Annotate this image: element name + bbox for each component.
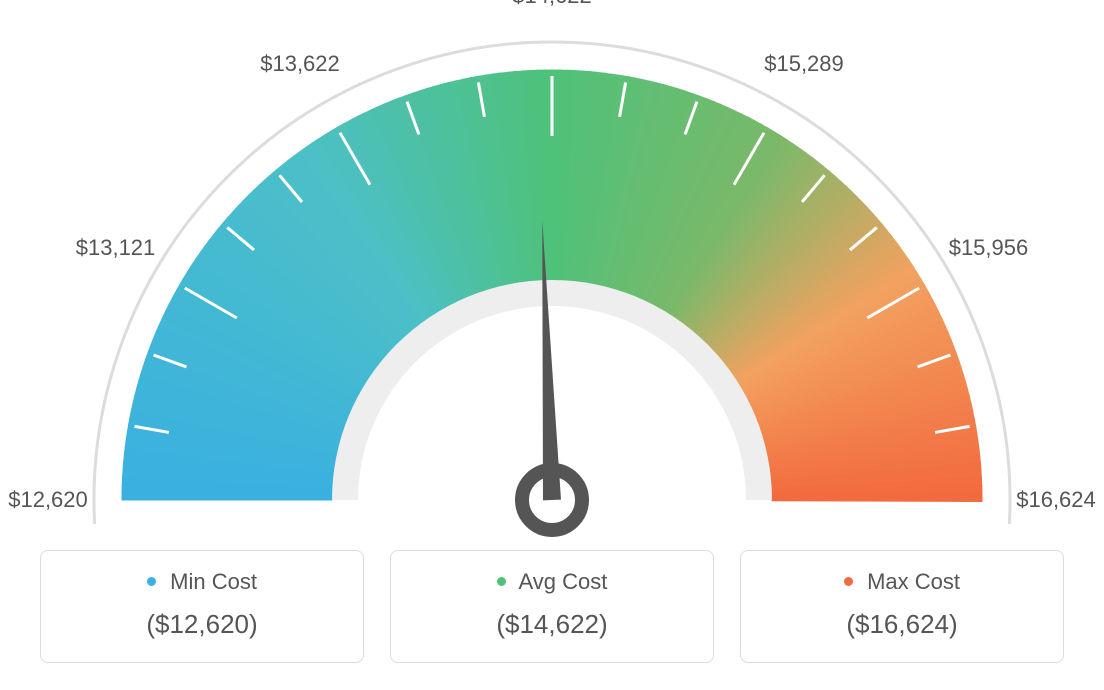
- min-cost-title: Min Cost: [49, 569, 355, 595]
- avg-cost-title: Avg Cost: [399, 569, 705, 595]
- summary-cards: Min Cost ($12,620) Avg Cost ($14,622) Ma…: [0, 550, 1104, 663]
- bullet-icon: [497, 577, 506, 586]
- avg-cost-title-text: Avg Cost: [519, 569, 608, 594]
- max-cost-title-text: Max Cost: [867, 569, 960, 594]
- avg-cost-value: ($14,622): [399, 609, 705, 640]
- max-cost-title: Max Cost: [749, 569, 1055, 595]
- gauge-tick-label: $13,121: [76, 235, 156, 261]
- min-cost-value: ($12,620): [49, 609, 355, 640]
- gauge-chart: $12,620 $13,121 $13,622 $14,622 $15,289 $15,9…: [0, 0, 1104, 540]
- min-cost-title-text: Min Cost: [170, 569, 257, 594]
- gauge-tick-label: $13,622: [260, 51, 340, 77]
- avg-cost-card: Avg Cost ($14,622): [390, 550, 714, 663]
- bullet-icon: [147, 577, 156, 586]
- max-cost-card: Max Cost ($16,624): [740, 550, 1064, 663]
- max-cost-value: ($16,624): [749, 609, 1055, 640]
- gauge-tick-label: $16,624: [1016, 487, 1096, 513]
- min-cost-card: Min Cost ($12,620): [40, 550, 364, 663]
- gauge-tick-label: $14,622: [512, 0, 592, 9]
- gauge-svg: [0, 0, 1104, 540]
- gauge-tick-label: $15,956: [949, 235, 1029, 261]
- bullet-icon: [844, 577, 853, 586]
- gauge-tick-label: $12,620: [8, 487, 88, 513]
- gauge-tick-label: $15,289: [764, 51, 844, 77]
